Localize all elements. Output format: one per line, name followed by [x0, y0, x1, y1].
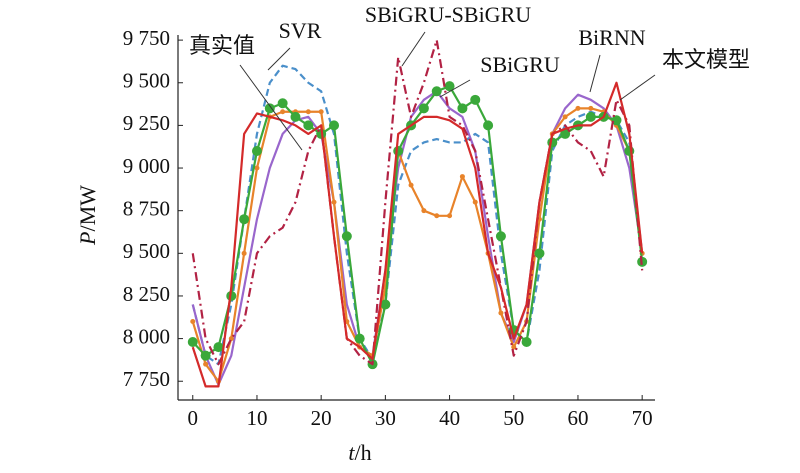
y-axis-label: P/MW — [75, 185, 100, 246]
series-marker — [434, 213, 440, 219]
y-tick-label: 7 750 — [123, 367, 170, 391]
series-marker — [303, 120, 314, 131]
series-marker — [624, 145, 635, 156]
series-marker — [277, 98, 288, 109]
series-marker — [393, 145, 404, 156]
leader-line — [589, 54, 601, 93]
series-marker — [329, 120, 340, 131]
x-tick-label: 60 — [567, 406, 588, 430]
x-axis-unit: /h — [355, 440, 372, 465]
y-tick-label: 9 500 — [123, 239, 170, 263]
leader-line — [267, 47, 291, 71]
x-tick-label: 0 — [188, 406, 199, 430]
series-marker — [562, 114, 568, 120]
y-tick-label: 9 750 — [123, 26, 170, 50]
leader-line — [619, 74, 656, 101]
x-tick-label: 30 — [375, 406, 396, 430]
series-marker — [380, 299, 391, 310]
series-marker — [213, 342, 224, 353]
y-tick-label: 9 250 — [123, 111, 170, 135]
x-tick-label: 50 — [503, 406, 524, 430]
y-axis-symbol: P — [75, 232, 100, 246]
leader-line — [401, 31, 426, 67]
series-annotation: BiRNN — [578, 25, 645, 50]
x-tick-label: 10 — [246, 406, 267, 430]
series-annotation: 真实值 — [189, 33, 255, 58]
series-marker — [534, 248, 545, 259]
series-marker — [611, 115, 622, 126]
y-tick-label: 8 000 — [123, 324, 170, 348]
series-marker — [203, 361, 209, 367]
series-marker — [341, 231, 352, 242]
series-marker — [354, 333, 365, 344]
series-marker — [254, 165, 260, 171]
series-marker — [318, 109, 324, 115]
series-marker — [280, 109, 286, 115]
x-tick-label: 40 — [439, 406, 460, 430]
x-tick-label: 70 — [632, 406, 653, 430]
series-marker — [290, 111, 301, 122]
y-axis-unit: /MW — [75, 185, 100, 232]
series-line — [191, 81, 644, 388]
leader-line — [239, 64, 303, 151]
series-marker — [408, 182, 414, 188]
series-marker — [511, 344, 517, 350]
series-marker — [305, 109, 311, 115]
series-marker — [459, 174, 465, 180]
y-tick-label: 9 500 — [123, 69, 170, 93]
y-tick-label: 8 750 — [123, 196, 170, 220]
series-marker — [200, 350, 211, 361]
series-marker — [588, 105, 594, 111]
series-line — [191, 64, 644, 366]
series-annotation: SBiGRU — [480, 52, 560, 77]
series-annotation: 本文模型 — [662, 47, 750, 72]
x-axis-label: t/h — [348, 440, 371, 465]
series-marker — [575, 105, 581, 111]
series-line — [191, 90, 644, 386]
series-annotation: SVR — [279, 18, 322, 43]
series-annotation: SBiGRU-SBiGRU — [365, 2, 531, 27]
series-marker — [241, 250, 247, 256]
series-marker — [264, 103, 275, 114]
series-marker — [498, 310, 504, 316]
x-tick-label: 20 — [311, 406, 332, 430]
series-marker — [190, 319, 196, 325]
series-marker — [483, 120, 494, 131]
series-marker — [418, 103, 429, 114]
series-marker — [470, 94, 481, 105]
series-marker — [421, 208, 427, 214]
series-marker — [495, 231, 506, 242]
y-tick-label: 8 250 — [123, 282, 170, 306]
series-marker — [251, 145, 262, 156]
series-line — [191, 107, 644, 383]
series-marker — [331, 199, 337, 205]
series-marker — [447, 213, 453, 219]
series-marker — [457, 103, 468, 114]
series-marker — [472, 199, 478, 205]
y-tick-label: 9 000 — [123, 154, 170, 178]
series-marker — [585, 111, 596, 122]
series-marker — [521, 337, 532, 348]
x-axis-symbol: t — [348, 440, 355, 465]
leader-line — [439, 79, 471, 98]
series-marker — [560, 128, 571, 139]
series-marker — [431, 86, 442, 97]
series-marker — [239, 214, 250, 225]
series-marker — [444, 81, 455, 92]
series-marker — [187, 337, 198, 348]
